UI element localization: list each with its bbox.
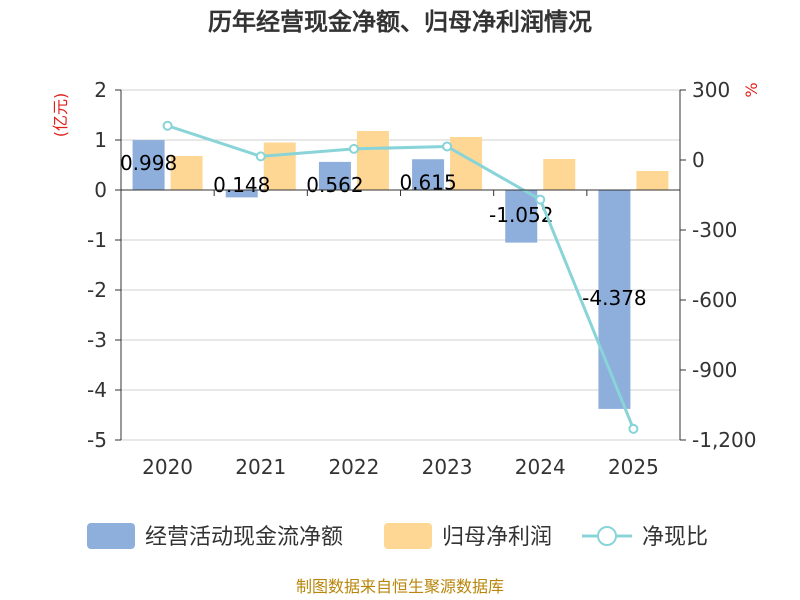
left-tick-label: -2 (87, 278, 107, 302)
x-tick-label: 2020 (142, 455, 193, 479)
point-netcash-ratio-2022 (348, 143, 359, 154)
right-axis: 300 0 -300 -600 -900 -1,200% (679, 78, 761, 452)
x-axis: 2020 2021 2022 2023 2024 2025 (120, 189, 681, 479)
bar-profit-2022 (356, 131, 389, 190)
bar-profit-2020 (170, 156, 203, 190)
right-axis-unit: % (742, 82, 761, 97)
bar-profit-2021 (263, 142, 296, 190)
right-tick-label: 0 (692, 148, 705, 172)
data-label-cashflow: 0.148 (213, 173, 270, 197)
data-label-cashflow: 0.562 (306, 173, 363, 197)
left-tick-label: 1 (94, 128, 107, 152)
x-tick-label: 2023 (422, 455, 473, 479)
left-tick-label: 0 (94, 178, 107, 202)
legend-swatch-cashflow (87, 523, 135, 549)
x-tick-label: 2021 (235, 455, 286, 479)
left-tick-label: -1 (87, 228, 107, 252)
data-label-cashflow: -4.378 (582, 286, 646, 310)
grid-lines (121, 89, 680, 441)
right-tick-label: 300 (692, 78, 730, 102)
legend-label-profit: 归母净利润 (442, 525, 552, 550)
legend-swatch-ratio-marker (597, 526, 617, 546)
point-netcash-ratio-2020 (162, 120, 173, 131)
bar-cashflow-2024 (505, 190, 538, 243)
left-axis-unit: (亿元) (51, 93, 70, 138)
right-tick-label: -300 (692, 218, 737, 242)
legend-label-ratio: 净现比 (642, 525, 708, 550)
data-label-cashflow: 0.615 (399, 170, 456, 194)
bar-cashflow-2025 (598, 190, 631, 409)
bar-cashflow-2020 (132, 140, 165, 190)
point-netcash-ratio-2024 (535, 194, 546, 205)
x-tick-label: 2022 (328, 455, 379, 479)
legend-swatch-profit (384, 523, 432, 549)
bar-cashflow-2021 (225, 190, 258, 198)
bar-profit-2024 (543, 159, 576, 190)
legend-label-cashflow: 经营活动现金流净额 (145, 525, 343, 550)
source-note: 制图数据来自恒生聚源数据库 (296, 577, 504, 596)
left-tick-label: -5 (87, 428, 107, 452)
left-tick-label: 2 (94, 78, 107, 102)
left-axis: 2 1 0 -1 -2 -3 -4 -5 (亿元) (51, 78, 122, 452)
legend: 经营活动现金流净额 归母净利润 净现比 (87, 523, 708, 550)
point-netcash-ratio-2021 (255, 151, 266, 162)
bar-cashflow-2022 (318, 161, 351, 190)
right-tick-label: -600 (692, 288, 737, 312)
chart-title: 历年经营现金净额、归母净利润情况 (208, 8, 592, 36)
left-tick-label: -4 (87, 378, 107, 402)
right-tick-label: -1,200 (692, 428, 756, 452)
point-netcash-ratio-2025 (628, 423, 639, 434)
bar-profit-2025 (636, 171, 669, 190)
x-tick-label: 2024 (515, 455, 566, 479)
line-netcash-ratio (167, 124, 635, 430)
right-tick-label: -900 (692, 358, 737, 382)
data-label-cashflow: 0.998 (120, 151, 177, 175)
x-tick-label: 2025 (608, 455, 659, 479)
point-netcash-ratio-2023 (442, 141, 453, 152)
line-series (162, 120, 639, 434)
left-tick-label: -3 (87, 328, 107, 352)
bar-cashflow-2023 (412, 159, 445, 190)
